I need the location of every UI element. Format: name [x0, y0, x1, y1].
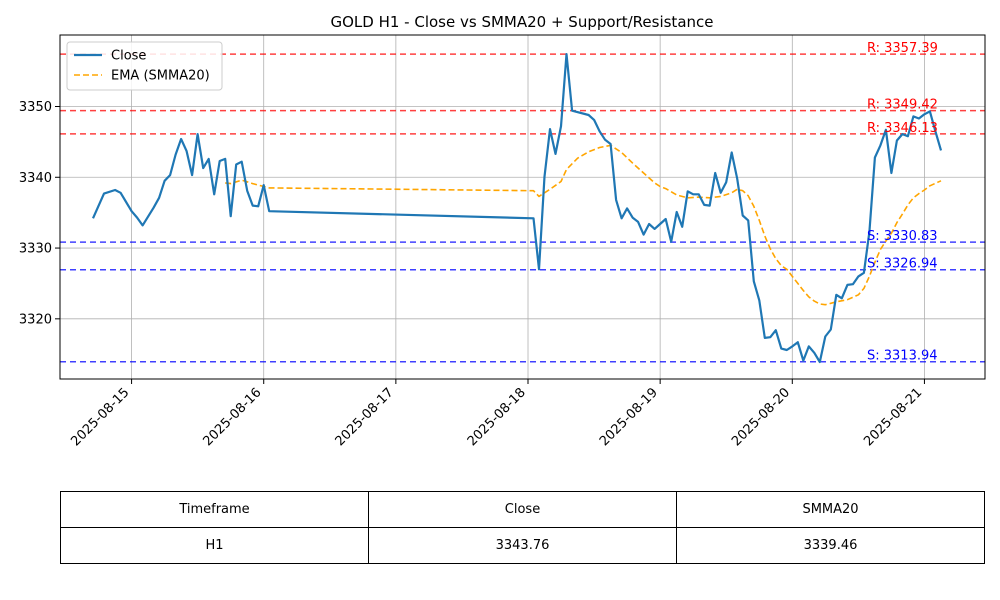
resistance-label: R: 3357.39: [867, 41, 938, 56]
table-header-cell: Close: [368, 491, 677, 528]
support-label: S: 3330.83: [867, 229, 938, 244]
legend-box: [66, 41, 223, 91]
y-tick-label: 3320: [19, 312, 52, 327]
resistance-label: R: 3346.13: [867, 121, 938, 136]
table-cell: 3343.76: [368, 527, 677, 564]
x-tick-label: 2025-08-19: [597, 385, 661, 449]
table-cell: H1: [60, 527, 369, 564]
x-tick-label: 2025-08-16: [201, 385, 265, 449]
table-header-cell: SMMA20: [676, 491, 985, 528]
series-lines: [91, 53, 943, 364]
table-header-row: Timeframe Close SMMA20: [60, 491, 985, 528]
grid: [60, 35, 985, 379]
table-header-cell: Timeframe: [60, 491, 369, 528]
table-cell: 3339.46: [676, 527, 985, 564]
x-tick-label: 2025-08-18: [465, 385, 529, 449]
x-tick-label: 2025-08-20: [729, 385, 793, 449]
support-label: S: 3326.94: [867, 257, 938, 272]
resistance-label: R: 3349.42: [867, 98, 938, 113]
legend-close-label: Close: [111, 49, 146, 64]
plot-frame: [59, 34, 986, 380]
x-tick-label: 2025-08-15: [68, 385, 132, 449]
smma20-line: [225, 144, 942, 306]
y-tick-label: 3340: [19, 171, 52, 186]
support-label: S: 3313.94: [867, 349, 938, 364]
x-tick-label: 2025-08-21: [861, 385, 925, 449]
support-resistance-lines: [60, 53, 985, 363]
summary-table: Timeframe Close SMMA20 H1 3343.76 3339.4…: [60, 491, 985, 564]
axes: 2025-08-15 2025-08-16 2025-08-17 2025-08-18…: [19, 100, 925, 449]
legend-smma-label: EMA (SMMA20): [111, 69, 210, 84]
y-tick-label: 3330: [19, 242, 52, 257]
chart-title: GOLD H1 - Close vs SMMA20 + Support/Resi…: [330, 13, 713, 31]
table-row: H1 3343.76 3339.46: [60, 527, 985, 564]
y-tick-label: 3350: [19, 100, 52, 115]
x-tick-label: 2025-08-17: [333, 385, 397, 449]
legend: Close EMA (SMMA20): [66, 41, 223, 91]
level-labels: R: 3357.39 R: 3349.42 R: 3346.13 S: 3330.83…: [867, 41, 938, 364]
close-line: [91, 53, 943, 364]
